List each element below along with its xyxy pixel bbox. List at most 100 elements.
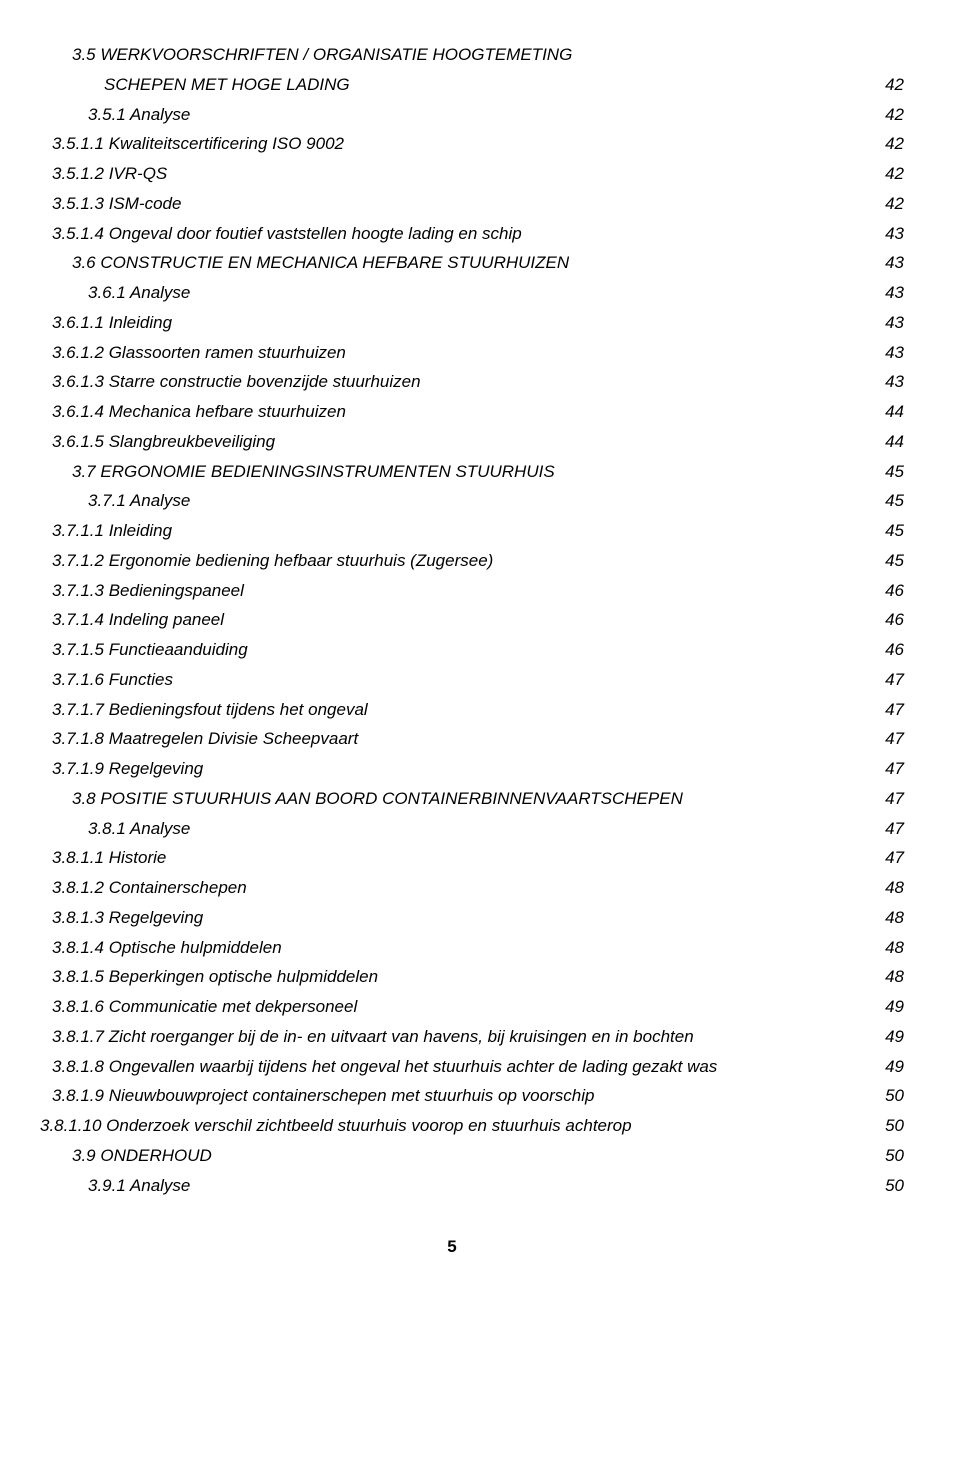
toc-entry-page: 47 — [876, 784, 904, 814]
toc-entry-label: 3.8.1.1 Historie — [52, 843, 876, 873]
toc-entry-page: 50 — [876, 1171, 904, 1201]
toc-entry: 3.7.1 Analyse45 — [0, 486, 904, 516]
toc-entry-page: 42 — [876, 159, 904, 189]
toc-entry-page: 48 — [876, 873, 904, 903]
toc-entry-page: 42 — [876, 129, 904, 159]
toc-entry-label: 3.5.1.4 Ongeval door foutief vaststellen… — [52, 219, 876, 249]
toc-entry-page: 42 — [876, 100, 904, 130]
toc-entry-page: 43 — [876, 278, 904, 308]
toc-entry: 3.7.1.2 Ergonomie bediening hefbaar stuu… — [0, 546, 904, 576]
toc-entry: 3.7.1.1 Inleiding45 — [0, 516, 904, 546]
toc-entry-page: 45 — [876, 516, 904, 546]
toc-entry: 3.7 ERGONOMIE BEDIENINGSINSTRUMENTEN STU… — [0, 457, 904, 487]
toc-entry-page: 43 — [876, 367, 904, 397]
toc-entry-page: 43 — [876, 338, 904, 368]
toc-entry-page: 46 — [876, 635, 904, 665]
toc-entry: 3.5.1.1 Kwaliteitscertificering ISO 9002… — [0, 129, 904, 159]
toc-entry: 3.7.1.6 Functies47 — [0, 665, 904, 695]
toc-entry: 3.8.1.2 Containerschepen48 — [0, 873, 904, 903]
toc-entry: 3.8.1.7 Zicht roerganger bij de in- en u… — [0, 1022, 904, 1052]
toc-entry-label: 3.9.1 Analyse — [88, 1171, 876, 1201]
toc-entry-label: 3.6.1.4 Mechanica hefbare stuurhuizen — [52, 397, 876, 427]
toc-entry-label: 3.6 CONSTRUCTIE EN MECHANICA HEFBARE STU… — [72, 248, 876, 278]
toc-entry-page: 42 — [876, 189, 904, 219]
toc-entry-page: 50 — [876, 1111, 904, 1141]
toc-entry-label: 3.6.1.3 Starre constructie bovenzijde st… — [52, 367, 876, 397]
toc-entry-label: SCHEPEN MET HOGE LADING — [104, 70, 876, 100]
toc-entry: 3.8.1.6 Communicatie met dekpersoneel49 — [0, 992, 904, 1022]
toc-entry: 3.6.1.5 Slangbreukbeveiliging44 — [0, 427, 904, 457]
toc-entry: 3.7.1.8 Maatregelen Divisie Scheepvaart4… — [0, 724, 904, 754]
toc-entry-label: 3.6.1 Analyse — [88, 278, 876, 308]
toc-entry: 3.5.1.2 IVR-QS42 — [0, 159, 904, 189]
toc-entry-label: 3.9 ONDERHOUD — [72, 1141, 876, 1171]
toc-entry-page: 43 — [876, 248, 904, 278]
toc-entry-label: 3.5.1 Analyse — [88, 100, 876, 130]
toc-entry: 3.6.1.3 Starre constructie bovenzijde st… — [0, 367, 904, 397]
toc-entry: 3.9 ONDERHOUD50 — [0, 1141, 904, 1171]
toc-entry: 3.6.1.4 Mechanica hefbare stuurhuizen44 — [0, 397, 904, 427]
toc-entry-page: 45 — [876, 457, 904, 487]
toc-entry-label: 3.7.1.3 Bedieningspaneel — [52, 576, 876, 606]
toc-entry-page: 44 — [876, 427, 904, 457]
page-number: 5 — [0, 1232, 904, 1262]
toc-entry-label: 3.5.1.1 Kwaliteitscertificering ISO 9002 — [52, 129, 876, 159]
toc-entry-label: 3.8.1.3 Regelgeving — [52, 903, 876, 933]
toc-entry-label: 3.7 ERGONOMIE BEDIENINGSINSTRUMENTEN STU… — [72, 457, 876, 487]
toc-entry: 3.7.1.3 Bedieningspaneel46 — [0, 576, 904, 606]
toc-entry-label: 3.6.1.2 Glassoorten ramen stuurhuizen — [52, 338, 876, 368]
toc-entry-label: 3.8.1.5 Beperkingen optische hulpmiddele… — [52, 962, 876, 992]
toc-entry-label: 3.8.1.6 Communicatie met dekpersoneel — [52, 992, 876, 1022]
toc-entry-label: 3.8.1.4 Optische hulpmiddelen — [52, 933, 876, 963]
toc-entry-label: 3.7.1.7 Bedieningsfout tijdens het ongev… — [52, 695, 876, 725]
toc-entry-label: 3.8.1.8 Ongevallen waarbij tijdens het o… — [52, 1052, 876, 1082]
toc-entry-label: 3.6.1.1 Inleiding — [52, 308, 876, 338]
toc-entry-label: 3.6.1.5 Slangbreukbeveiliging — [52, 427, 876, 457]
toc-entry: 3.8.1.10 Onderzoek verschil zichtbeeld s… — [0, 1111, 904, 1141]
toc-entry: 3.7.1.9 Regelgeving47 — [0, 754, 904, 784]
toc-entry-page: 47 — [876, 814, 904, 844]
toc-entry-page: 46 — [876, 576, 904, 606]
toc-entry-label: 3.5.1.3 ISM-code — [52, 189, 876, 219]
toc-entry-page: 48 — [876, 933, 904, 963]
toc-entry: 3.7.1.5 Functieaanduiding46 — [0, 635, 904, 665]
toc-entry-page: 47 — [876, 695, 904, 725]
toc-entry: 3.5 WERKVOORSCHRIFTEN / ORGANISATIE HOOG… — [0, 40, 904, 70]
toc-entry-label: 3.7.1.9 Regelgeving — [52, 754, 876, 784]
toc-entry-page: 44 — [876, 397, 904, 427]
toc-entry-page: 49 — [876, 1052, 904, 1082]
toc-entry: 3.5.1.3 ISM-code42 — [0, 189, 904, 219]
toc-entry: 3.7.1.7 Bedieningsfout tijdens het ongev… — [0, 695, 904, 725]
toc-entry: 3.8.1.5 Beperkingen optische hulpmiddele… — [0, 962, 904, 992]
toc-entry-label: 3.7.1.4 Indeling paneel — [52, 605, 876, 635]
toc-entry-page: 45 — [876, 486, 904, 516]
toc-entry-page: 47 — [876, 754, 904, 784]
toc-entry: 3.7.1.4 Indeling paneel46 — [0, 605, 904, 635]
toc-entry-page: 46 — [876, 605, 904, 635]
toc-entry: 3.5.1 Analyse42 — [0, 100, 904, 130]
toc-entry-label: 3.7.1.1 Inleiding — [52, 516, 876, 546]
toc-entry-page: 48 — [876, 962, 904, 992]
toc-entry: 3.8.1.8 Ongevallen waarbij tijdens het o… — [0, 1052, 904, 1082]
toc-entry-page: 43 — [876, 308, 904, 338]
toc-entry: 3.8 POSITIE STUURHUIS AAN BOORD CONTAINE… — [0, 784, 904, 814]
toc-entry-label: 3.7.1.5 Functieaanduiding — [52, 635, 876, 665]
toc-entry-page: 45 — [876, 546, 904, 576]
toc-entry-page: 43 — [876, 219, 904, 249]
toc-entry-page: 42 — [876, 70, 904, 100]
toc-entry-label: 3.8 POSITIE STUURHUIS AAN BOORD CONTAINE… — [72, 784, 876, 814]
toc-entry-label: 3.8.1.2 Containerschepen — [52, 873, 876, 903]
toc-entry-label: 3.7.1.8 Maatregelen Divisie Scheepvaart — [52, 724, 876, 754]
toc-entry-label: 3.8.1 Analyse — [88, 814, 876, 844]
toc-entry: SCHEPEN MET HOGE LADING42 — [0, 70, 904, 100]
toc-entry: 3.9.1 Analyse50 — [0, 1171, 904, 1201]
toc-entry-label: 3.7.1.2 Ergonomie bediening hefbaar stuu… — [52, 546, 876, 576]
toc-entry: 3.8.1 Analyse47 — [0, 814, 904, 844]
toc-entry: 3.8.1.3 Regelgeving48 — [0, 903, 904, 933]
toc-entry: 3.6 CONSTRUCTIE EN MECHANICA HEFBARE STU… — [0, 248, 904, 278]
toc-entry-label: 3.5 WERKVOORSCHRIFTEN / ORGANISATIE HOOG… — [72, 40, 876, 70]
toc-entry: 3.6.1.1 Inleiding43 — [0, 308, 904, 338]
toc-entry-label: 3.8.1.10 Onderzoek verschil zichtbeeld s… — [40, 1111, 876, 1141]
toc-entry-page: 48 — [876, 903, 904, 933]
toc-entry: 3.8.1.1 Historie47 — [0, 843, 904, 873]
